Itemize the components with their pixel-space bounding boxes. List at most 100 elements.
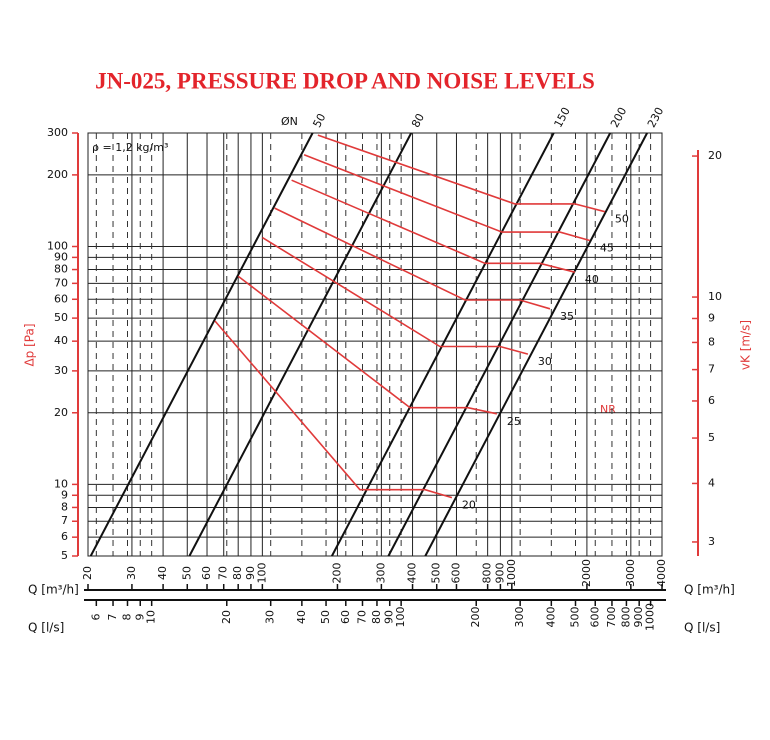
x-tick-label: 3000 <box>624 559 637 587</box>
noise-line <box>291 179 576 273</box>
noise-line <box>261 236 529 355</box>
noise-line <box>237 275 498 415</box>
x-tick-label: 1000 <box>505 559 518 587</box>
noise-line <box>274 207 551 310</box>
x2-tick-label: 100 <box>394 607 407 628</box>
noise-value-label: 40 <box>585 273 599 286</box>
y2-tick-label: 9 <box>708 311 715 324</box>
noise-value-label: 30 <box>538 355 552 368</box>
diameter-value-label: 230 <box>645 105 666 130</box>
x-tick-label: 40 <box>156 566 169 580</box>
diameter-value-label: 80 <box>409 111 427 129</box>
x-tick-label: 80 <box>231 566 244 580</box>
y-tick-label: 30 <box>54 364 68 377</box>
diameter-line <box>188 132 413 557</box>
y-axis-title: Δp [Pa] <box>23 323 37 366</box>
y2-axis-title: vK [m/s] <box>739 320 753 370</box>
noise-line <box>303 154 591 242</box>
y2-tick-label: 7 <box>708 363 715 376</box>
x-tick-label: 50 <box>180 566 193 580</box>
y-tick-label: 100 <box>47 240 68 253</box>
x-tick-label: 200 <box>330 563 343 584</box>
y-tick-label: 90 <box>54 250 68 263</box>
x2-tick-label: 40 <box>295 610 308 624</box>
y-tick-label: 20 <box>54 406 68 419</box>
y2-tick-label: 20 <box>708 149 722 162</box>
noise-value-label: 35 <box>560 310 574 323</box>
y-tick-label: 200 <box>47 168 68 181</box>
diameter-line <box>424 132 648 557</box>
x2-tick-label: 20 <box>220 610 233 624</box>
y-tick-label: 8 <box>61 500 68 513</box>
x-tick-label: 20 <box>81 566 94 580</box>
diameter-value-label: 200 <box>608 105 629 130</box>
x-tick-label: 2000 <box>580 559 593 587</box>
x2-tick-label: 8 <box>120 614 133 621</box>
y2-tick-label: 10 <box>708 290 722 303</box>
noise-label: NR <box>600 403 616 416</box>
x2-axis-title: Q [l/s] <box>28 621 64 635</box>
diameter-line <box>89 132 314 557</box>
x-tick-label: 100 <box>255 563 268 584</box>
chart-title: JN-025, PRESSURE DROP AND NOISE LEVELS <box>95 68 595 93</box>
y-tick-label: 7 <box>61 514 68 527</box>
x2-tick-label: 6 <box>89 614 102 621</box>
x-tick-label: 90 <box>244 566 257 580</box>
noise-value-label: 45 <box>600 241 614 254</box>
y-tick-label: 50 <box>54 311 68 324</box>
x2-tick-label: 600 <box>588 607 601 628</box>
density-note: ρ = 1,2 kg/m³ <box>92 141 168 154</box>
y-tick-label: 70 <box>54 276 68 289</box>
x2-tick-label: 1000 <box>644 603 657 631</box>
x-tick-label: 500 <box>430 563 443 584</box>
y2-tick-label: 6 <box>708 394 715 407</box>
x-tick-label: 400 <box>406 563 419 584</box>
noise-line <box>214 320 453 499</box>
noise-value-label: 20 <box>462 499 476 512</box>
noise-line <box>317 134 606 213</box>
noise-value-label: 25 <box>507 415 521 428</box>
y-tick-label: 80 <box>54 263 68 276</box>
x2-tick-label: 10 <box>145 610 158 624</box>
y2-tick-label: 3 <box>708 535 715 548</box>
x2-tick-label: 30 <box>264 610 277 624</box>
x2-tick-label: 7 <box>106 614 119 621</box>
x2-tick-label: 80 <box>370 610 383 624</box>
x2-tick-label: 400 <box>544 607 557 628</box>
x2-tick-label: 60 <box>339 610 352 624</box>
x2-tick-label: 700 <box>605 607 618 628</box>
x2-tick-label: 300 <box>513 607 526 628</box>
x-tick-label: 900 <box>493 563 506 584</box>
y-tick-label: 60 <box>54 292 68 305</box>
y-tick-label: 300 <box>47 126 68 139</box>
x-tick-label: 4000 <box>655 559 668 587</box>
x2-tick-label: 800 <box>619 607 632 628</box>
diameter-value-label: 150 <box>552 105 573 130</box>
x2-tick-label: 200 <box>469 607 482 628</box>
y2-tick-label: 4 <box>708 476 715 489</box>
x2-axis-title: Q [l/s] <box>684 621 720 635</box>
y2-tick-label: 5 <box>708 431 715 444</box>
y-tick-label: 40 <box>54 334 68 347</box>
y2-tick-label: 8 <box>708 335 715 348</box>
x2-tick-label: 90 <box>383 610 396 624</box>
x2-tick-label: 70 <box>355 610 368 624</box>
diameter-label: ØN <box>281 115 298 128</box>
x-tick-label: 30 <box>125 566 138 580</box>
diameter-value-label: 50 <box>310 111 328 129</box>
x2-tick-label: 500 <box>569 607 582 628</box>
y-tick-label: 10 <box>54 477 68 490</box>
x2-tick-label: 9 <box>133 614 146 621</box>
y-tick-label: 5 <box>61 549 68 562</box>
x-tick-label: 70 <box>217 566 230 580</box>
x2-tick-label: 900 <box>632 607 645 628</box>
diameter-line <box>387 132 612 557</box>
x-tick-label: 800 <box>481 563 494 584</box>
x-tick-label: 60 <box>200 566 213 580</box>
x-axis-title: Q [m³/h] <box>684 583 735 597</box>
noise-value-label: 50 <box>615 213 629 226</box>
x-axis-title: Q [m³/h] <box>28 583 79 597</box>
x2-tick-label: 50 <box>319 610 332 624</box>
x-tick-label: 300 <box>374 563 387 584</box>
